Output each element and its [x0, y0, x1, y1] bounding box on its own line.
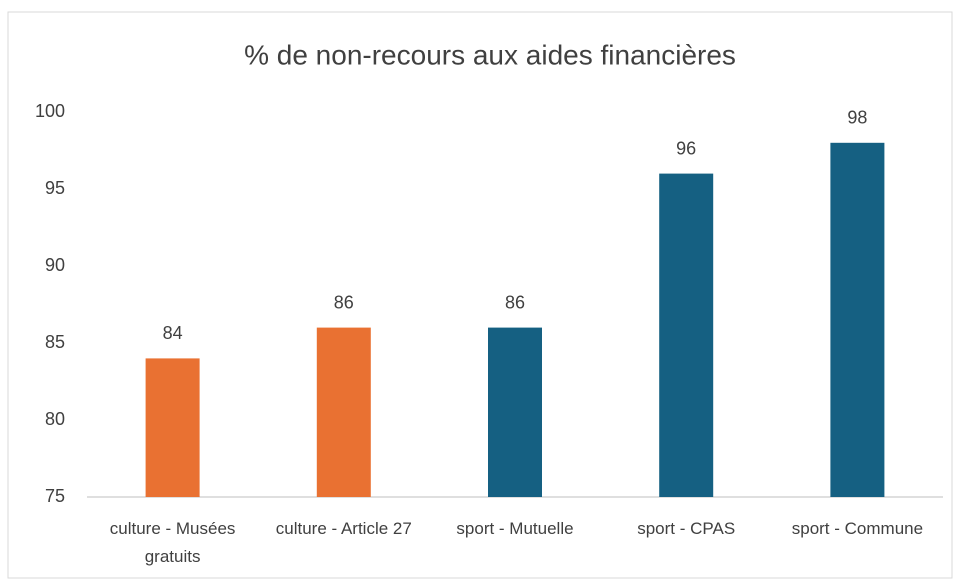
x-tick-label: sport - CPAS: [637, 519, 735, 538]
chart-title: % de non-recours aux aides financières: [244, 39, 736, 70]
y-tick-label: 75: [45, 486, 65, 506]
bar: [830, 142, 885, 498]
x-tick-label: sport - Commune: [792, 519, 923, 538]
bar: [488, 327, 542, 497]
data-label: 96: [676, 138, 696, 158]
bar: [659, 173, 714, 497]
data-label: 98: [847, 108, 867, 128]
x-tick-label: sport - Mutuelle: [456, 519, 573, 538]
bar: [316, 327, 371, 497]
x-tick-label: culture - Article 27: [276, 519, 412, 538]
y-tick-label: 95: [45, 178, 65, 198]
data-label: 84: [163, 323, 183, 343]
data-label: 86: [505, 292, 525, 312]
y-tick-label: 80: [45, 409, 65, 429]
y-tick-label: 85: [45, 332, 65, 352]
data-label: 86: [334, 292, 354, 312]
y-tick-label: 100: [35, 101, 65, 121]
y-tick-label: 90: [45, 255, 65, 275]
bar: [145, 358, 200, 497]
x-tick-label: culture - Musées gratuits: [110, 519, 236, 566]
